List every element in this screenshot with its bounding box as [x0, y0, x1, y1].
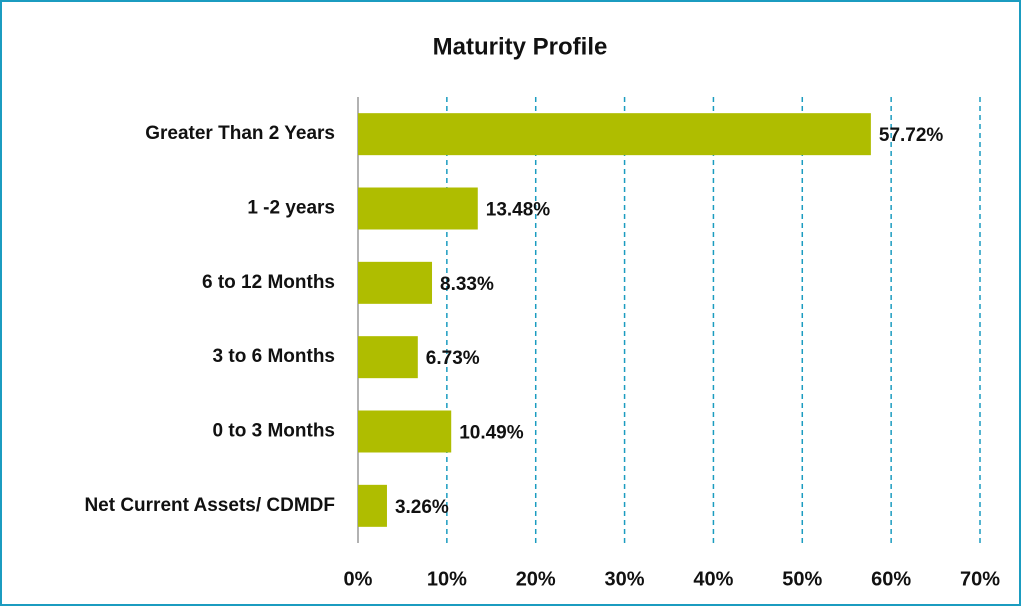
data-label: 57.72%	[879, 125, 944, 146]
x-tick-label: 10%	[427, 568, 467, 590]
category-label: 3 to 6 Months	[213, 346, 335, 367]
x-tick-label: 60%	[871, 568, 911, 590]
category-label: Greater Than 2 Years	[145, 123, 335, 144]
x-tick-label: 70%	[960, 568, 1000, 590]
data-label: 13.48%	[486, 200, 551, 221]
bar	[358, 261, 433, 304]
category-label: 1 -2 years	[247, 198, 335, 219]
x-tick-label: 0%	[344, 568, 373, 590]
bar	[358, 113, 871, 156]
chart-title: Maturity Profile	[433, 33, 608, 60]
bar	[358, 484, 387, 527]
data-label: 3.26%	[395, 497, 449, 518]
data-label: 10.49%	[459, 423, 524, 444]
bar	[358, 336, 418, 379]
category-label: 0 to 3 Months	[213, 421, 335, 442]
category-label: Net Current Assets/ CDMDF	[84, 495, 335, 516]
category-label: 6 to 12 Months	[202, 272, 335, 293]
data-label: 6.73%	[426, 348, 480, 369]
x-tick-label: 40%	[693, 568, 733, 590]
x-tick-label: 30%	[605, 568, 645, 590]
data-label: 8.33%	[440, 274, 494, 295]
x-tick-label: 20%	[516, 568, 556, 590]
x-tick-label: 50%	[782, 568, 822, 590]
bar	[358, 187, 478, 230]
bar	[358, 410, 452, 453]
